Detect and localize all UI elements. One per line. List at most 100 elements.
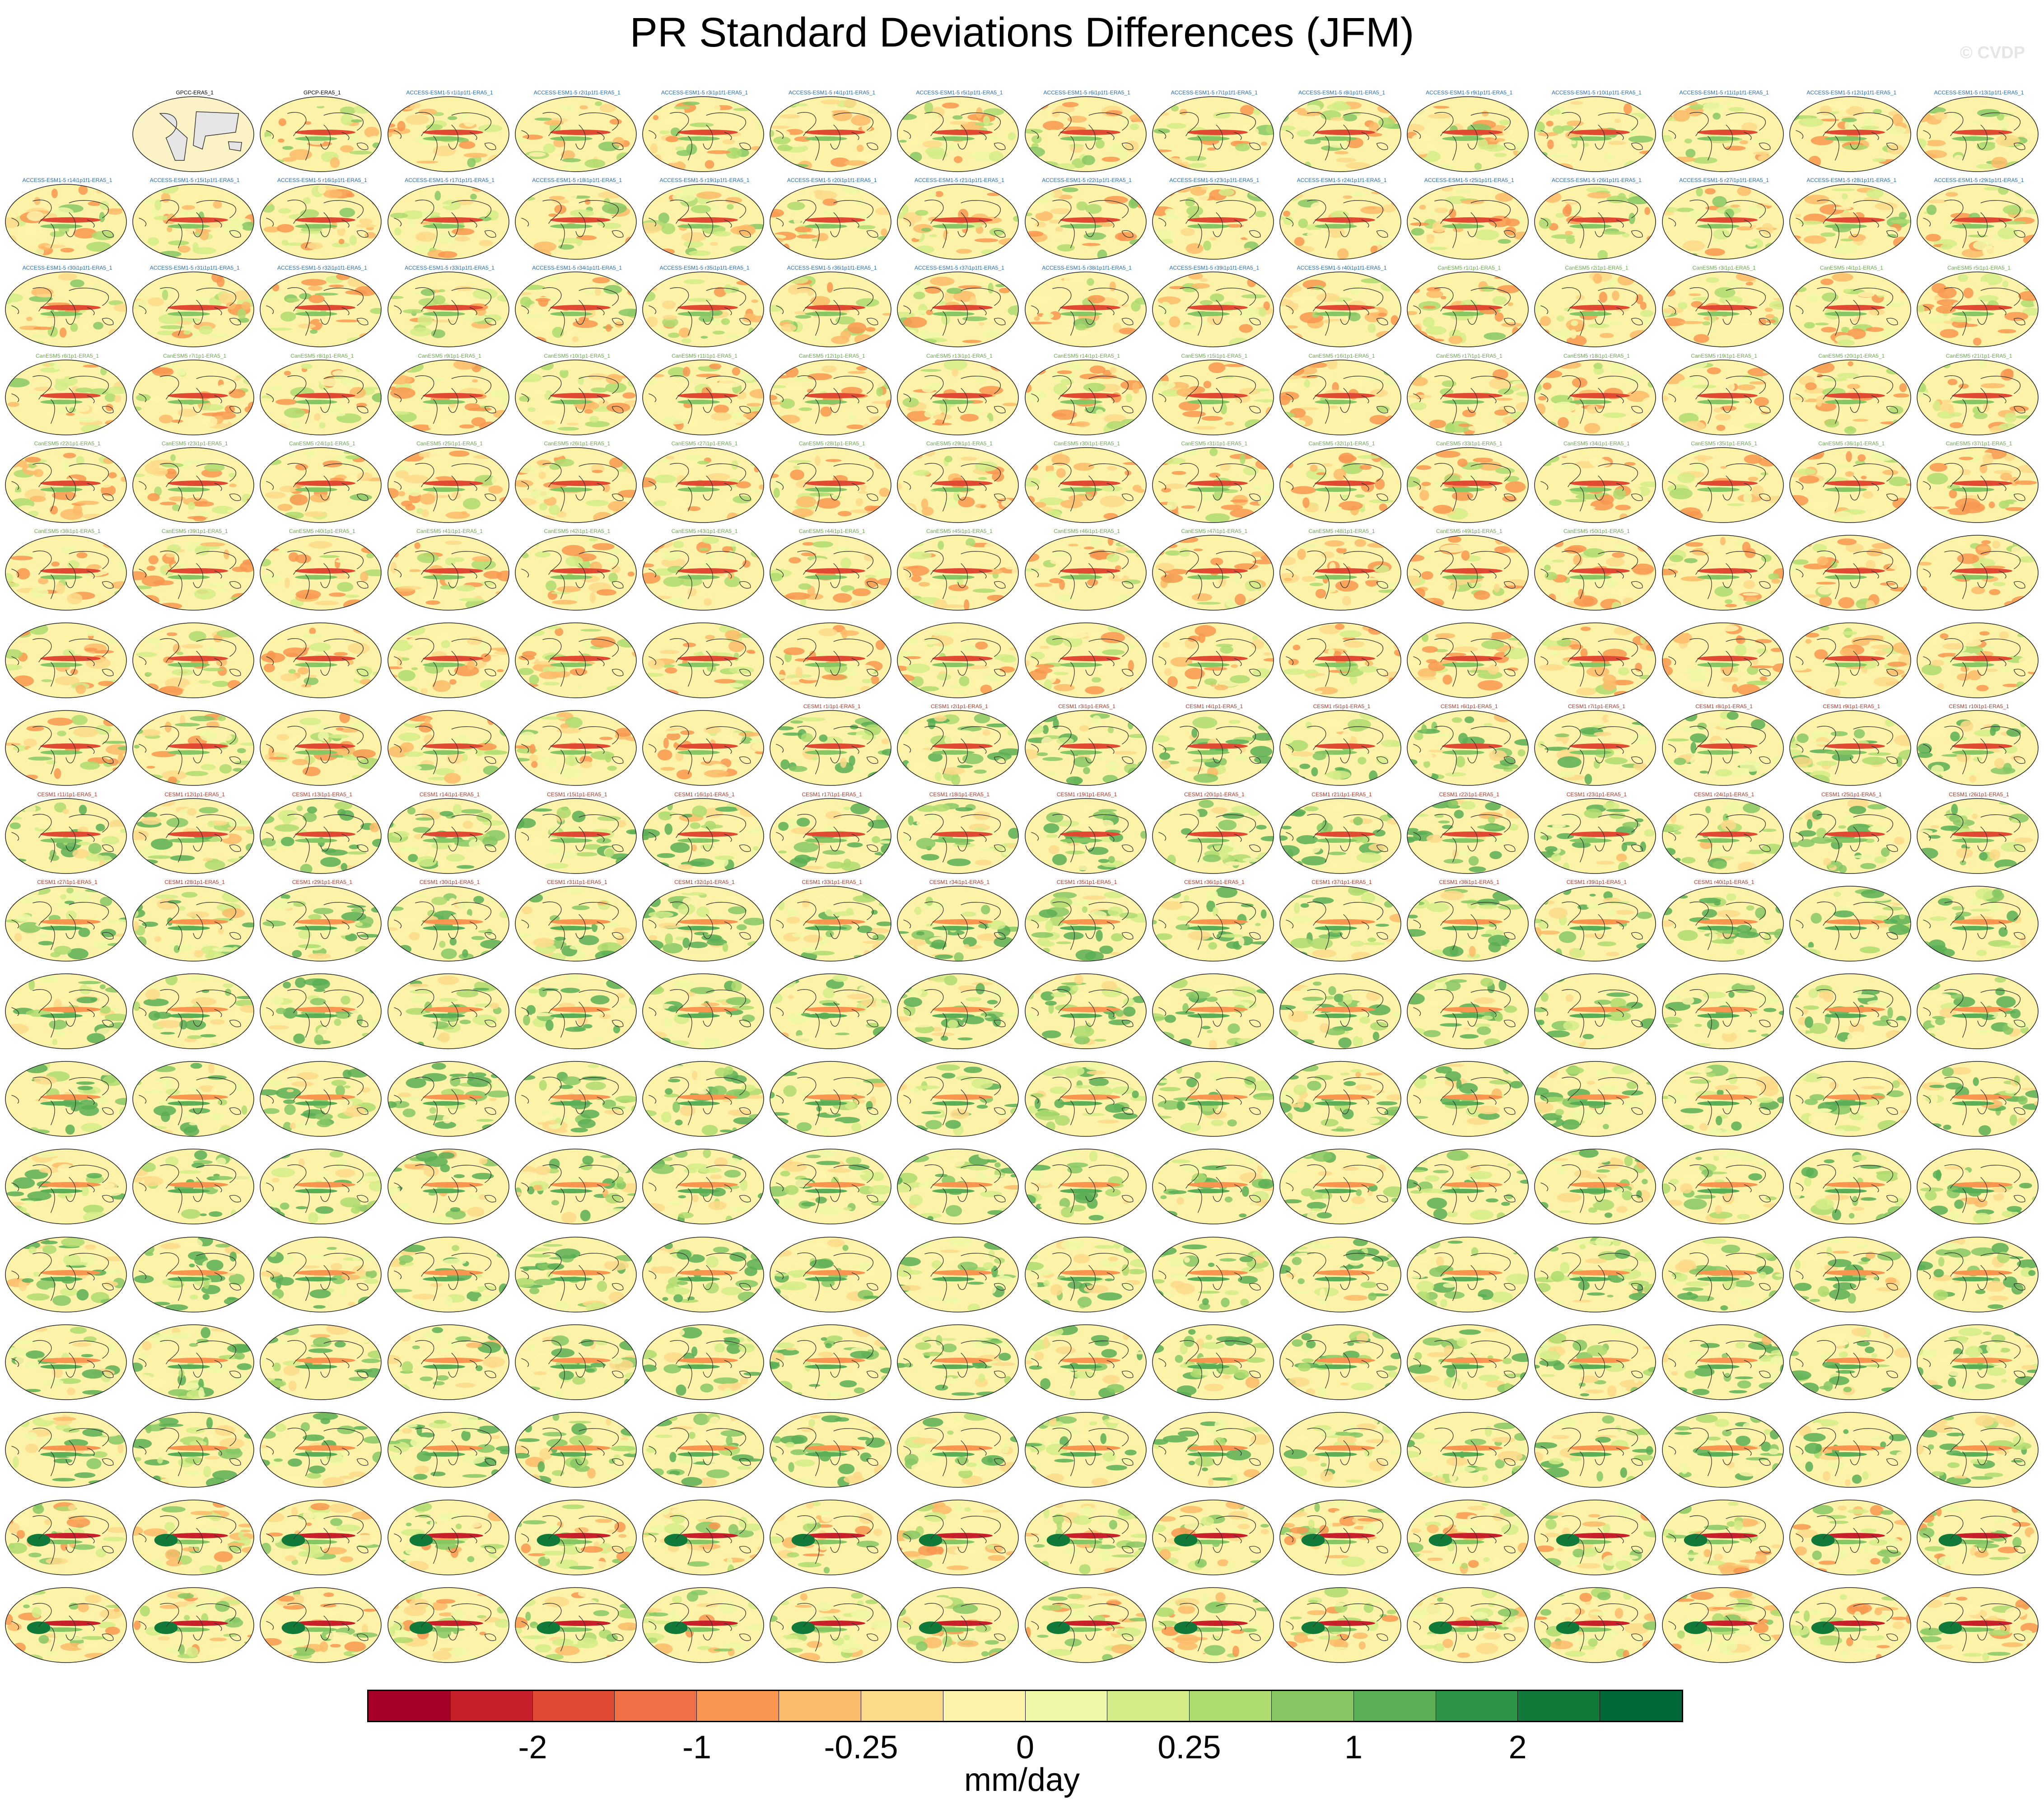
map-icon	[387, 359, 509, 435]
map-panel-title: CanESM5 r3i1p1-ERA5_1	[1692, 265, 1756, 271]
map-icon	[1152, 184, 1274, 260]
map-panel: CanESM5 r40i1p1-ERA5_1	[258, 527, 386, 613]
colorbar-tick-label: 0.25	[1157, 1729, 1221, 1766]
map-panel: CESM1 r5i1p1-ERA5_1	[1278, 702, 1405, 788]
map-panel-title: GPCC-ERA5_1	[176, 89, 214, 96]
map-panel: CanESM5 r1i1p1-ERA5_1	[1405, 264, 1533, 350]
map-icon	[642, 1324, 764, 1400]
map-icon	[132, 96, 254, 172]
map-icon	[897, 1324, 1019, 1400]
map-panel-title: CanESM5 r35i1p1-ERA5_1	[1691, 440, 1757, 447]
map-icon	[1917, 798, 2039, 874]
map-panel-title: CanESM5 r32i1p1-ERA5_1	[1308, 440, 1375, 447]
map-icon	[387, 1061, 509, 1137]
map-panel: CanESM5 r45i1p1-ERA5_1	[896, 527, 1023, 613]
map-panel	[258, 615, 386, 701]
map-icon	[1534, 973, 1657, 1049]
map-icon	[1024, 1500, 1147, 1575]
map-panel: CanESM5 r3i1p1-ERA5_1	[1661, 264, 1788, 350]
map-panel: CESM1 r18i1p1-ERA5_1	[896, 790, 1023, 876]
map-icon	[1917, 710, 2039, 786]
map-icon	[642, 1061, 764, 1137]
map-panel-title: ACCESS-ESM1-5 r7i1p1f1-ERA5_1	[1171, 89, 1258, 96]
map-icon	[897, 886, 1019, 962]
map-panel-title: CESM1 r38i1p1-ERA5_1	[1439, 878, 1499, 885]
map-icon	[1661, 184, 1784, 260]
map-icon	[387, 1149, 509, 1225]
map-icon	[1661, 973, 1784, 1049]
map-icon	[1534, 535, 1657, 611]
map-icon	[515, 798, 637, 874]
map-panel	[1661, 1492, 1788, 1578]
map-icon	[1024, 535, 1147, 611]
map-icon	[1661, 886, 1784, 962]
map-panel-title: ACCESS-ESM1-5 r11i1p1f1-ERA5_1	[1679, 89, 1769, 96]
map-panel-title: ACCESS-ESM1-5 r37i1p1f1-ERA5_1	[915, 265, 1004, 271]
map-panel	[4, 1053, 131, 1139]
map-icon	[260, 710, 382, 786]
map-panel: ACCESS-ESM1-5 r18i1p1f1-ERA5_1	[513, 176, 641, 262]
map-panel	[896, 615, 1023, 701]
map-panel: CanESM5 r24i1p1-ERA5_1	[258, 439, 386, 525]
map-panel	[131, 615, 258, 701]
map-panel: ACCESS-ESM1-5 r1i1p1f1-ERA5_1	[386, 89, 513, 174]
map-panel	[513, 615, 641, 701]
map-panel	[386, 1229, 513, 1315]
map-panel: CESM1 r30i1p1-ERA5_1	[386, 878, 513, 964]
map-icon	[5, 886, 127, 962]
map-panel	[768, 1053, 896, 1139]
map-icon	[1152, 1149, 1274, 1225]
map-panel-title: CESM1 r33i1p1-ERA5_1	[802, 878, 862, 885]
map-panel	[1533, 1141, 1660, 1227]
map-panel: CESM1 r31i1p1-ERA5_1	[513, 878, 641, 964]
map-panel-title: CanESM5 r50i1p1-ERA5_1	[1563, 528, 1630, 534]
map-panel: CESM1 r35i1p1-ERA5_1	[1023, 878, 1151, 964]
map-icon	[1917, 1500, 2039, 1575]
map-panel-title: ACCESS-ESM1-5 r5i1p1f1-ERA5_1	[916, 89, 1003, 96]
map-icon	[260, 1149, 382, 1225]
map-icon	[132, 1236, 254, 1313]
map-icon	[770, 886, 891, 962]
map-panel: ACCESS-ESM1-5 r8i1p1f1-ERA5_1	[1278, 89, 1405, 174]
map-panel	[641, 1579, 768, 1665]
map-panel-title: CESM1 r18i1p1-ERA5_1	[929, 791, 990, 798]
map-panel	[1278, 1579, 1405, 1665]
map-panel: CESM1 r32i1p1-ERA5_1	[641, 878, 768, 964]
map-panel-title: CanESM5 r29i1p1-ERA5_1	[926, 440, 993, 447]
map-panel: CanESM5 r48i1p1-ERA5_1	[1278, 527, 1405, 613]
map-icon	[1789, 622, 1911, 698]
map-panel: CESM1 r15i1p1-ERA5_1	[513, 790, 641, 876]
map-panel	[1023, 1141, 1151, 1227]
map-icon	[1152, 798, 1274, 874]
map-icon	[515, 447, 637, 523]
map-panel	[258, 1404, 386, 1490]
map-panel: CanESM5 r43i1p1-ERA5_1	[641, 527, 768, 613]
map-panel: ACCESS-ESM1-5 r5i1p1f1-ERA5_1	[896, 89, 1023, 174]
map-panel-title: ACCESS-ESM1-5 r19i1p1f1-ERA5_1	[659, 177, 750, 184]
map-icon	[1789, 359, 1911, 435]
map-icon	[1279, 1500, 1401, 1575]
map-icon	[132, 1587, 254, 1663]
map-panel	[131, 1317, 258, 1402]
colorbar-swatch	[1025, 1691, 1108, 1721]
map-icon	[897, 535, 1019, 611]
map-icon	[897, 798, 1019, 874]
map-icon	[770, 184, 891, 260]
map-panel	[1915, 1492, 2043, 1578]
map-panel: ACCESS-ESM1-5 r14i1p1f1-ERA5_1	[4, 176, 131, 262]
map-panel	[386, 1579, 513, 1665]
map-icon	[515, 184, 637, 260]
map-icon	[770, 710, 891, 786]
map-icon	[1152, 1587, 1274, 1663]
map-icon	[5, 447, 127, 523]
map-icon	[1917, 622, 2039, 698]
map-panel: ACCESS-ESM1-5 r33i1p1f1-ERA5_1	[386, 264, 513, 350]
map-icon	[1152, 1412, 1274, 1488]
map-panel: CanESM5 r25i1p1-ERA5_1	[386, 439, 513, 525]
map-panel	[641, 966, 768, 1051]
map-panel	[1405, 1404, 1533, 1490]
map-panel: CanESM5 r22i1p1-ERA5_1	[4, 439, 131, 525]
map-panel	[258, 966, 386, 1051]
map-icon	[1789, 271, 1911, 348]
map-panel: CESM1 r2i1p1-ERA5_1	[896, 702, 1023, 788]
